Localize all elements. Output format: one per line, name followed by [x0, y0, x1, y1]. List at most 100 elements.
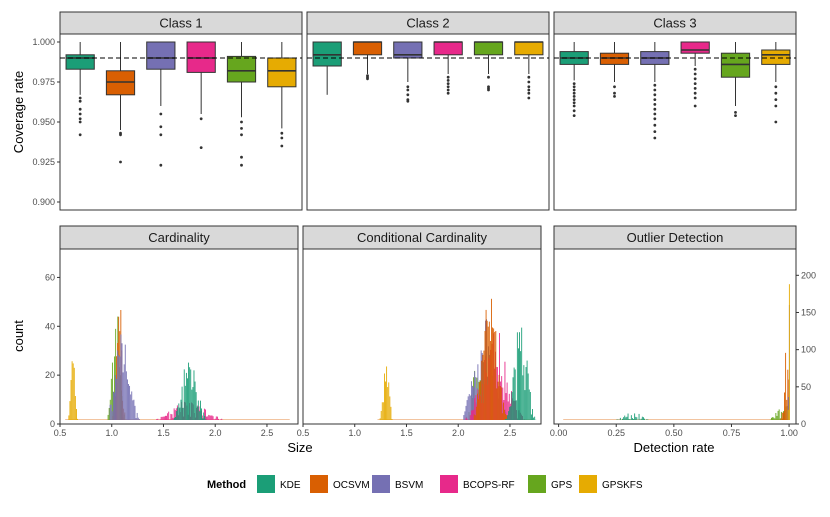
- histogram-bar: [533, 418, 534, 420]
- histogram-bar: [487, 321, 488, 420]
- histogram-bar: [183, 408, 184, 420]
- histogram-bar: [135, 406, 136, 420]
- histogram-bar: [160, 419, 161, 420]
- x-tick-label: 1.00: [780, 428, 798, 438]
- x-tick-label: 0.00: [550, 428, 568, 438]
- y-tick-label: 20: [45, 370, 55, 380]
- histogram-bar: [205, 419, 206, 420]
- outlier-point: [573, 92, 576, 95]
- outlier-point: [694, 68, 697, 71]
- histogram-bar: [634, 413, 635, 420]
- histogram-bar: [179, 408, 180, 420]
- histogram-bar: [387, 387, 388, 420]
- histogram-bar: [185, 386, 186, 420]
- histogram-bar: [109, 408, 110, 420]
- histogram-bar: [110, 405, 111, 420]
- histogram-bar: [117, 350, 118, 420]
- x-tick-label: 1.0: [105, 428, 118, 438]
- box-iqr: [66, 55, 94, 69]
- histogram-bar: [773, 417, 774, 420]
- legend-swatch: [372, 475, 390, 493]
- histogram-bar: [209, 415, 210, 420]
- outlier-point: [694, 105, 697, 108]
- histogram-bar: [486, 310, 487, 420]
- histogram-bar: [534, 417, 535, 420]
- histogram-bar: [522, 375, 523, 420]
- outlier-point: [366, 77, 369, 80]
- legend-swatch: [528, 475, 546, 493]
- histogram-bar: [499, 375, 500, 420]
- outlier-point: [694, 73, 697, 76]
- legend-entry-bsvm: BSVM: [372, 475, 423, 493]
- outlier-point: [694, 92, 697, 95]
- histogram-bar: [490, 341, 491, 420]
- histogram-bar: [777, 416, 778, 420]
- histogram-bar: [200, 401, 201, 420]
- histogram-bar: [177, 407, 178, 420]
- legend-swatch: [579, 475, 597, 493]
- histogram-bar: [468, 396, 469, 420]
- x-tick-label: 0.25: [607, 428, 625, 438]
- count-ylabel: count: [11, 320, 26, 352]
- histogram-bar: [221, 419, 222, 420]
- histogram-bar: [526, 367, 527, 420]
- histogram-bar: [475, 415, 476, 420]
- histogram-bar: [466, 418, 467, 420]
- histogram-bar: [774, 418, 775, 420]
- y-tick-label: 0: [50, 419, 55, 429]
- histogram-bar: [632, 418, 633, 420]
- y-tick-label: 0.975: [32, 77, 55, 87]
- outlier-point: [280, 132, 283, 135]
- histogram-bar: [488, 327, 489, 420]
- histogram-bar: [636, 417, 637, 420]
- legend-entry-kde: KDE: [257, 475, 301, 493]
- panel-title: Conditional Cardinality: [357, 230, 488, 245]
- histogram-bar: [122, 343, 123, 420]
- histogram-bar: [118, 355, 119, 420]
- histogram-bar: [76, 409, 77, 420]
- histogram-bar: [125, 345, 126, 420]
- histogram-bar: [786, 400, 787, 420]
- outlier-point: [79, 100, 82, 103]
- histogram-bar: [172, 414, 173, 420]
- histogram-bar: [517, 332, 518, 420]
- histogram-bar: [386, 366, 387, 420]
- panel-plot-area: [554, 34, 796, 210]
- histogram-bar: [483, 351, 484, 420]
- panel-title: Outlier Detection: [627, 230, 724, 245]
- histogram-bar: [783, 413, 784, 420]
- histogram-bar: [635, 417, 636, 420]
- histogram-bar: [631, 415, 632, 420]
- outlier-point: [653, 124, 656, 127]
- histogram-bar: [778, 411, 779, 420]
- outlier-point: [694, 82, 697, 85]
- histogram-bar: [157, 419, 158, 420]
- histogram-bar: [218, 419, 219, 420]
- outlier-point: [573, 98, 576, 101]
- legend-entry-gps: GPS: [528, 475, 572, 493]
- histogram-bar: [195, 382, 196, 420]
- x-tick-label: 0.50: [665, 428, 683, 438]
- histogram-bar: [71, 380, 72, 420]
- box-iqr: [681, 42, 709, 53]
- histogram-bar: [187, 378, 188, 420]
- histogram-bar: [202, 418, 203, 420]
- histogram-bar: [620, 418, 621, 420]
- outlier-point: [159, 133, 162, 136]
- histogram-bar: [197, 406, 198, 420]
- histogram-bar: [68, 415, 69, 420]
- legend-label: GPS: [551, 480, 572, 491]
- y-tick-label: 50: [801, 382, 811, 392]
- outlier-point: [79, 113, 82, 116]
- histogram-bar: [508, 411, 509, 420]
- outlier-point: [406, 100, 409, 103]
- y-tick-label: 40: [45, 321, 55, 331]
- histogram-bar: [381, 411, 382, 420]
- box-iqr: [474, 42, 502, 55]
- histogram-bar: [529, 390, 530, 420]
- outlier-point: [613, 85, 616, 88]
- outlier-point: [240, 133, 243, 136]
- histogram-bar: [772, 417, 773, 420]
- histogram-bar: [108, 415, 109, 420]
